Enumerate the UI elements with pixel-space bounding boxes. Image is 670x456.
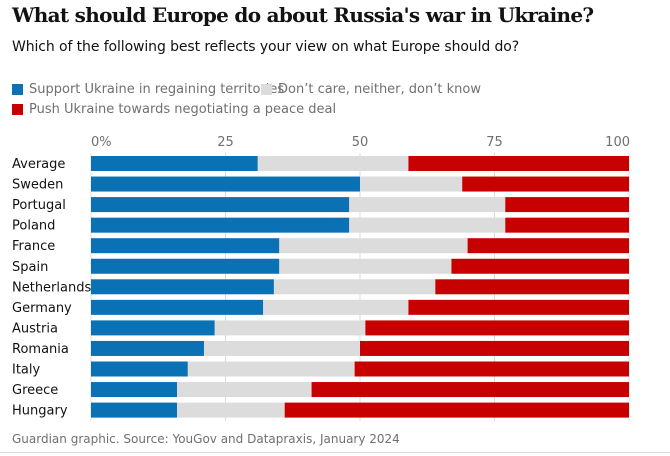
bar-segment-series-2 (311, 382, 629, 398)
bar-segment-series-2 (354, 361, 629, 377)
x-tick-label: 25 (217, 135, 234, 150)
bar-segment-series-1 (187, 361, 355, 377)
bar-segment-series-2 (408, 299, 629, 315)
bar-segment-series-2 (451, 258, 629, 274)
bar-segment-series-2 (435, 279, 629, 295)
legend-swatch-dont-care (261, 84, 272, 95)
category-label: Spain (12, 260, 48, 275)
category-label: Germany (12, 301, 72, 316)
x-tick-label: 0% (91, 135, 112, 150)
bar-segment-series-2 (360, 340, 629, 356)
bar-segment-series-0 (91, 156, 258, 171)
bar-segment-series-1 (279, 238, 468, 254)
bar-segment-series-0 (91, 299, 264, 315)
legend-item-support: Support Ukraine in regaining territories (12, 82, 284, 97)
bar-segment-series-0 (91, 197, 350, 213)
bar-segment-series-1 (279, 258, 452, 274)
bar-segment-series-0 (91, 217, 350, 233)
bar-segment-series-2 (505, 197, 629, 213)
category-label: Portugal (12, 198, 66, 213)
bottom-divider (0, 452, 670, 453)
bar-segment-series-0 (91, 176, 360, 192)
legend-item-dont-care: Don’t care, neither, don’t know (261, 82, 481, 97)
category-label: France (12, 239, 55, 254)
bar-segment-series-0 (91, 340, 204, 356)
bar-segment-series-2 (462, 176, 629, 192)
category-label: Netherlands (12, 280, 91, 295)
category-label: Austria (12, 321, 58, 336)
legend-label-negotiate: Push Ukraine towards negotiating a peace… (29, 102, 337, 117)
category-label: Sweden (12, 178, 63, 193)
bar-segment-series-1 (257, 156, 409, 171)
bar-segment-series-1 (214, 320, 366, 336)
legend-item-negotiate: Push Ukraine towards negotiating a peace… (12, 102, 336, 117)
x-tick-label: 50 (352, 135, 369, 150)
bar-segment-series-2 (365, 320, 629, 336)
bar-segment-series-1 (263, 299, 409, 315)
bar-segment-series-1 (177, 382, 312, 398)
bar-segment-series-2 (505, 217, 629, 233)
bar-segment-series-1 (177, 402, 285, 418)
legend-swatch-support (12, 84, 23, 95)
stacked-bar-chart: 0% 25 50 75 100 Average Sweden Portugal Poland Fr… (12, 135, 630, 421)
bar-segment-series-0 (91, 238, 280, 254)
chart-title: What should Europe do about Russia's war… (12, 3, 594, 27)
chart-subtitle: Which of the following best reflects you… (12, 39, 520, 55)
category-label: Poland (12, 219, 55, 234)
bar-segment-series-0 (91, 320, 215, 336)
source-note: Guardian graphic. Source: YouGov and Dat… (12, 432, 400, 446)
category-label: Italy (12, 363, 41, 378)
x-tick-label: 75 (486, 135, 503, 150)
legend-swatch-negotiate (12, 104, 23, 115)
legend-label-support: Support Ukraine in regaining territories (29, 82, 285, 97)
bar-segment-series-0 (91, 402, 178, 418)
bar-segment-series-2 (284, 402, 629, 418)
bar-segment-series-0 (91, 361, 188, 377)
bar-segment-series-0 (91, 279, 274, 295)
bar-segment-series-0 (91, 382, 178, 398)
category-label: Greece (12, 383, 58, 398)
bar-segment-series-2 (467, 238, 629, 254)
legend-label-dont-care: Don’t care, neither, don’t know (278, 82, 481, 97)
x-tick-label: 100 (605, 135, 630, 150)
bar-segment-series-1 (349, 197, 506, 213)
bar-segment-series-1 (203, 340, 360, 356)
bar-segment-series-1 (360, 176, 463, 192)
bar-segment-series-0 (91, 258, 280, 274)
bar-segment-series-1 (349, 217, 506, 233)
category-label: Romania (12, 342, 69, 357)
category-label: Average (12, 157, 65, 172)
bar-segment-series-2 (408, 156, 629, 171)
bar-segment-series-1 (273, 279, 436, 295)
category-label: Hungary (12, 404, 68, 419)
